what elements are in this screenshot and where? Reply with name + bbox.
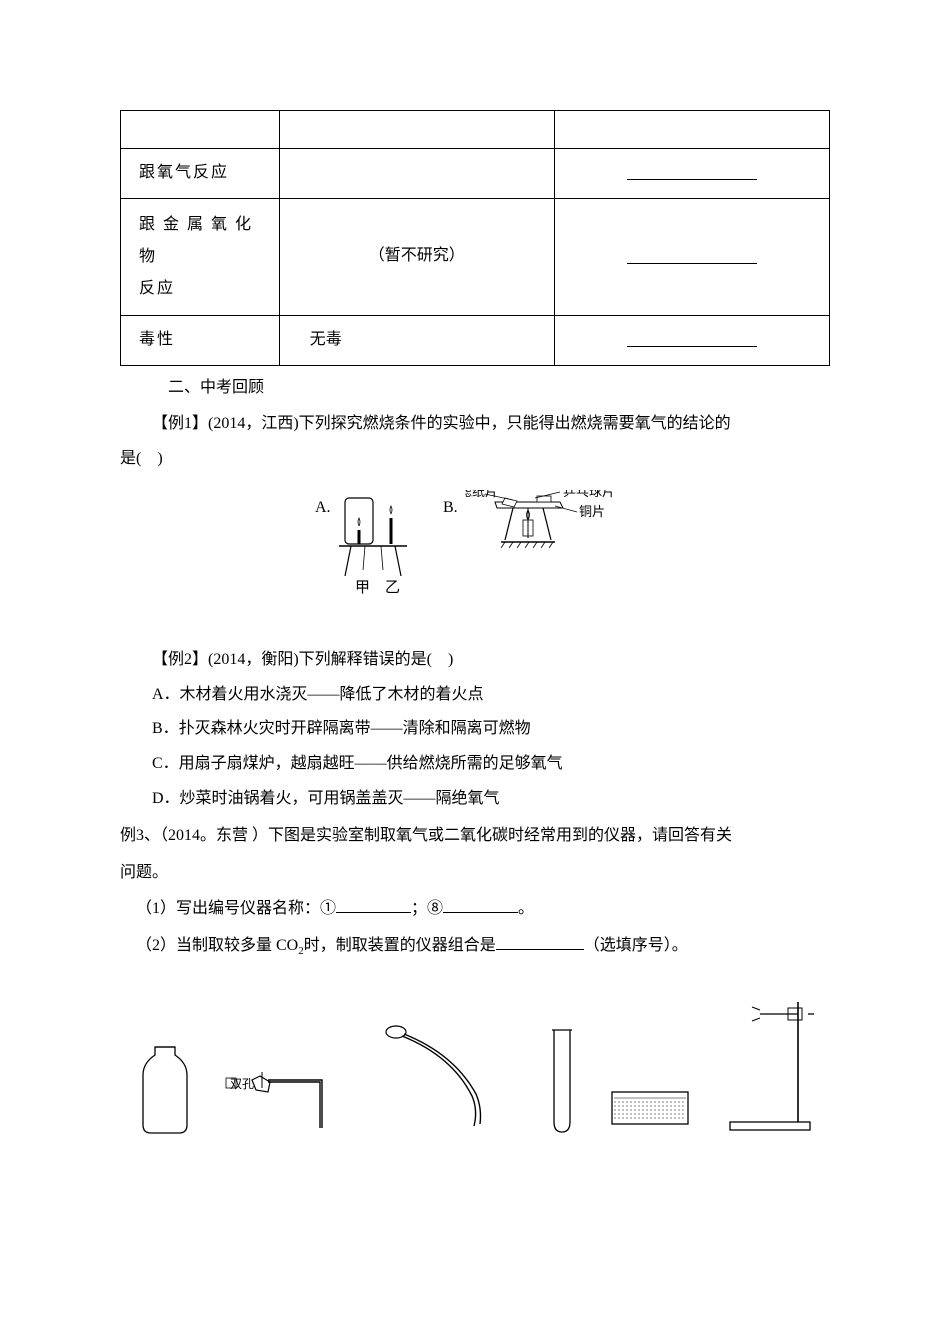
row1-label: 跟氧气反应 (121, 149, 280, 199)
blank-line (627, 250, 757, 264)
example3-stem-line2: 问题。 (120, 859, 830, 888)
header-cell-2 (279, 111, 554, 149)
figure-a-svg: 甲 乙 (335, 490, 425, 595)
instrument-test-tube (542, 1022, 582, 1142)
properties-table: 跟氧气反应 跟 金 属 氧 化 物反应 （暂不研究） 毒性 无毒 (120, 110, 830, 366)
instrument-bottle (130, 1032, 200, 1142)
figure-b-label: B. (443, 494, 458, 523)
q1-pre: （1）写出编号仪器名称：① (136, 900, 336, 917)
instruments-row: 双孔 (120, 992, 830, 1142)
row3-col3 (554, 315, 829, 365)
row2-label: 跟 金 属 氧 化 物反应 (121, 198, 280, 315)
figure-a-label: A. (315, 494, 331, 523)
blank-line (443, 899, 518, 913)
instrument-dropper (378, 1022, 518, 1142)
fig-b-copper: 铜片 (579, 504, 605, 519)
blank-line (496, 936, 584, 950)
row1-col2 (279, 149, 554, 199)
example3-stem-line1: 例3、（2014。东营 ）下图是实验室制取氧气或二氧化碳时经常用到的仪器，请回答… (120, 822, 830, 851)
example2-optD: D．炒菜时油锅着火，可用锅盖盖灭——隔绝氧气 (152, 785, 830, 814)
blank-line (336, 899, 411, 913)
blank-line (627, 333, 757, 347)
instrument-trough (606, 1082, 696, 1142)
q1-mid: ；⑧ (411, 900, 443, 917)
fig-a-right-label: 乙 (385, 580, 400, 595)
example2-stem: 【例2】(2014，衡阳)下列解释错误的是( ) (120, 646, 830, 675)
q2-mid: 时，制取装置的仪器组合是 (304, 937, 496, 954)
example1-figures: A. 甲 乙 B. (120, 490, 830, 606)
figure-a: A. 甲 乙 (335, 490, 425, 606)
example3-q2: （2）当制取较多量 CO2时，制取装置的仪器组合是（选填序号）。 (136, 932, 830, 962)
blank-line (627, 166, 757, 180)
figure-b-svg: 滤纸片 乒乓球片 铜片 (465, 490, 615, 575)
header-cell-3 (554, 111, 829, 149)
row2-col2: （暂不研究） (279, 198, 554, 315)
fig-b-paper: 滤纸片 (465, 490, 498, 499)
example1-stem-line1: 【例1】(2014，江西)下列探究燃烧条件的实验中，只能得出燃烧需要氧气的结论的 (120, 410, 830, 439)
figure-b: B. 滤纸片 (465, 490, 615, 606)
example2-optB: B．扑灭森林火灾时开辟隔离带——清除和隔离可燃物 (152, 715, 830, 744)
example1-stem-line2: 是( ) (120, 445, 830, 474)
fig-a-left-label: 甲 (355, 580, 370, 595)
row1-col3 (554, 149, 829, 199)
instrument-stopper-tube: 双孔 (224, 1042, 354, 1142)
q2-end: （选填序号）。 (584, 937, 688, 954)
header-cell-1 (121, 111, 280, 149)
row3-label: 毒性 (121, 315, 280, 365)
stopper-label: 双孔 (230, 1077, 254, 1091)
example3-q1: （1）写出编号仪器名称：① ；⑧ 。 (136, 895, 830, 924)
instrument-iron-stand (720, 992, 820, 1142)
q2-pre: （2）当制取较多量 CO (136, 937, 298, 954)
example2-optA: A．木材着火用水浇灭——降低了木材的着火点 (152, 681, 830, 710)
q1-end: 。 (518, 900, 534, 917)
fig-b-ball: 乒乓球片 (563, 490, 615, 499)
example2-optC: C．用扇子扇煤炉，越扇越旺——供给燃烧所需的足够氧气 (152, 750, 830, 779)
row2-col3 (554, 198, 829, 315)
section-heading: 二、中考回顾 (168, 374, 830, 403)
row3-col2: 无毒 (279, 315, 554, 365)
